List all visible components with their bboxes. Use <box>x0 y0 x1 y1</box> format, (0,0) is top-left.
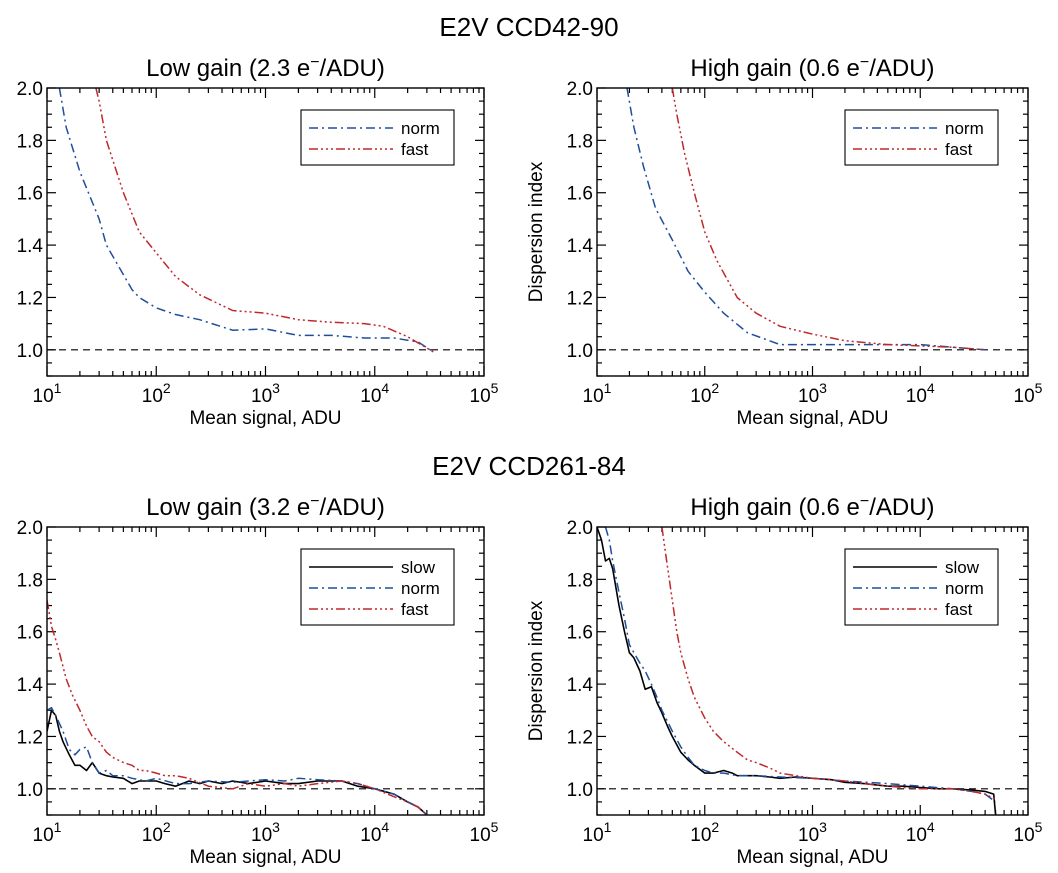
y-tick-label: 2.0 <box>17 79 43 100</box>
y-tick-label: 1.6 <box>567 623 593 644</box>
x-axis-label: Mean signal, ADU <box>189 847 341 868</box>
series-line-slow <box>47 709 428 815</box>
x-tick-label: 103 <box>798 819 827 846</box>
x-axis-label: Mean signal, ADU <box>736 408 888 429</box>
y-axis-label: Dispersion index <box>526 600 547 741</box>
x-tick-label: 103 <box>251 380 280 407</box>
plot-frame <box>46 526 485 816</box>
x-tick-label: 104 <box>906 819 935 846</box>
x-tick-label: 102 <box>690 819 719 846</box>
y-tick-label: 1.4 <box>567 675 594 696</box>
y-tick-label: 1.6 <box>17 623 43 644</box>
y-tick-label: 1.0 <box>567 341 593 362</box>
x-tick-label: 104 <box>360 380 389 407</box>
group-title-top: E2V CCD42-90 <box>439 12 618 42</box>
legend-box <box>300 548 455 626</box>
y-axis-label: Dispersion index <box>526 161 547 302</box>
x-tick-label: 105 <box>1014 819 1043 846</box>
y-tick-label: 1.2 <box>17 288 43 309</box>
y-tick-label: 1.8 <box>567 570 593 591</box>
series-line-fast <box>671 88 986 351</box>
y-tick-label: 1.6 <box>567 184 593 205</box>
x-tick-label: 101 <box>583 380 612 407</box>
legend-label-fast: fast <box>945 140 973 159</box>
x-tick-label: 103 <box>798 380 827 407</box>
x-tick-label: 101 <box>33 380 62 407</box>
x-tick-label: 102 <box>142 819 171 846</box>
legend: norm fast <box>844 109 999 166</box>
y-tick-label: 2.0 <box>567 518 593 539</box>
y-tick-label: 1.2 <box>17 727 43 748</box>
x-tick-label: 101 <box>583 819 612 846</box>
x-tick-label: 102 <box>142 380 171 407</box>
chart-panel-1: High gain (0.6 e−/ADU) 1.0 1.2 1.4 1.6 1.8 2.0… <box>526 54 1043 429</box>
legend-box <box>300 109 455 166</box>
y-tick-label: 2.0 <box>567 79 593 100</box>
y-tick-label: 1.0 <box>17 341 43 362</box>
panel-title: Low gain (2.3 e−/ADU) <box>146 54 385 82</box>
x-axis-label: Mean signal, ADU <box>189 408 341 429</box>
x-tick-label: 102 <box>690 380 719 407</box>
panels: Low gain (2.3 e−/ADU) 1.0 1.2 1.4 1.6 1.8 2.0 1… <box>17 54 1043 868</box>
legend-label-slow: slow <box>945 558 980 577</box>
panel-title: High gain (0.6 e−/ADU) <box>690 493 934 521</box>
y-tick-label: 2.0 <box>17 518 43 539</box>
y-tick-label: 1.4 <box>17 675 44 696</box>
legend-label-norm: norm <box>401 579 440 598</box>
y-tick-label: 1.4 <box>567 236 594 257</box>
x-tick-label: 101 <box>33 819 62 846</box>
series-line-norm <box>58 88 435 354</box>
series-line-fast <box>47 600 428 815</box>
chart-panel-3: High gain (0.6 e−/ADU) 1.0 1.2 1.4 1.6 1.8 2.0… <box>526 493 1043 868</box>
group-title-bottom: E2V CCD261-84 <box>432 451 626 481</box>
series-line-norm <box>626 88 986 351</box>
y-tick-label: 1.2 <box>567 727 593 748</box>
legend: norm fast <box>300 109 455 166</box>
x-tick-label: 103 <box>251 819 280 846</box>
y-tick-label: 1.0 <box>17 780 43 801</box>
chart-panel-0: Low gain (2.3 e−/ADU) 1.0 1.2 1.4 1.6 1.8 2.0 1… <box>17 54 499 429</box>
y-tick-label: 1.2 <box>567 288 593 309</box>
plot-frame <box>46 87 485 377</box>
x-axis-label: Mean signal, ADU <box>736 847 888 868</box>
plot-frame <box>596 526 1029 816</box>
series-line-fast <box>95 88 435 354</box>
legend-box <box>844 548 999 626</box>
x-tick-label: 104 <box>906 380 935 407</box>
y-tick-label: 1.4 <box>17 236 44 257</box>
x-tick-label: 105 <box>470 380 499 407</box>
y-tick-label: 1.8 <box>17 131 43 152</box>
y-tick-label: 1.0 <box>567 780 593 801</box>
legend-label-norm: norm <box>945 119 984 138</box>
y-tick-label: 1.8 <box>17 570 43 591</box>
y-tick-label: 1.8 <box>567 131 593 152</box>
legend-label-norm: norm <box>945 579 984 598</box>
chart-panel-2: Low gain (3.2 e−/ADU) 1.0 1.2 1.4 1.6 1.8 2.0 1… <box>17 493 499 868</box>
legend: slow norm fast <box>844 548 999 626</box>
plot-frame <box>596 87 1029 377</box>
series-line-norm <box>604 527 997 803</box>
legend-label-fast: fast <box>401 140 429 159</box>
legend-label-fast: fast <box>401 600 429 619</box>
panel-title: High gain (0.6 e−/ADU) <box>690 54 934 82</box>
panel-title: Low gain (3.2 e−/ADU) <box>146 493 385 521</box>
x-tick-label: 104 <box>360 819 389 846</box>
series-line-slow <box>597 527 997 815</box>
series-line-norm <box>47 706 428 815</box>
legend-label-norm: norm <box>401 119 440 138</box>
x-tick-label: 105 <box>470 819 499 846</box>
y-tick-label: 1.6 <box>17 184 43 205</box>
series-line-fast <box>661 527 996 800</box>
legend-label-slow: slow <box>401 558 436 577</box>
x-tick-label: 105 <box>1014 380 1043 407</box>
legend: slow norm fast <box>300 548 455 626</box>
legend-label-fast: fast <box>945 600 973 619</box>
legend-box <box>844 109 999 166</box>
